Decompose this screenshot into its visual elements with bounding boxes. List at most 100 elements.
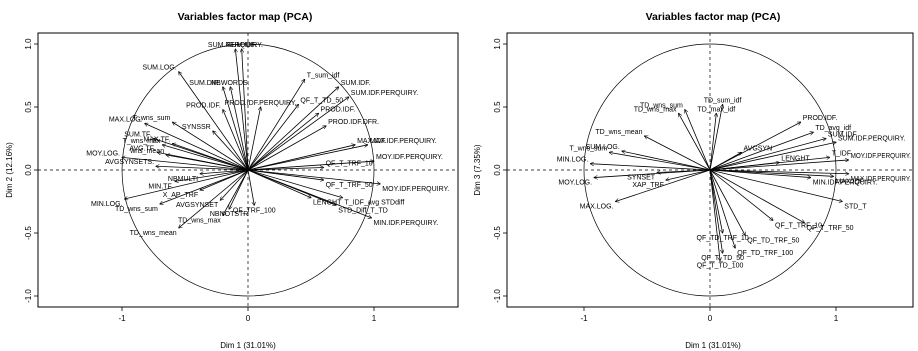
loading-arrow	[172, 122, 249, 171]
loading-arrow	[223, 169, 249, 215]
variable-label: NBNOTSTR	[210, 211, 249, 218]
variable-label: TD_avg_idf	[815, 125, 851, 132]
loading-arrow	[247, 167, 324, 171]
loading-arrow	[709, 169, 811, 178]
loading-arrow	[709, 169, 805, 223]
loading-arrow	[709, 113, 716, 171]
x-tick-label: -1	[118, 314, 126, 323]
variable-label: PROD.IDF.PERQUIRY.	[225, 100, 297, 107]
variable-label: MAX.LOG.	[580, 204, 614, 211]
chart-title: Variables factor map (PCA)	[178, 11, 313, 23]
variable-label: SYNSSR	[182, 124, 211, 131]
variable-label: MOY.IDF.PERQUIRY.	[382, 186, 449, 193]
loading-arrow	[247, 169, 371, 218]
loading-arrow	[247, 87, 339, 171]
loading-arrow	[247, 145, 355, 171]
variable-label: LENGHT	[781, 155, 810, 162]
variable-label: MIN.IDF.PERQUIRY.	[373, 220, 438, 227]
variable-label: SYNSET	[627, 175, 656, 182]
variable-label: SUM.IDF.	[341, 80, 371, 87]
variable-label: T_wns_sum	[569, 145, 607, 152]
y-axis-label: Dim 2 (12.16%)	[5, 142, 14, 198]
variable-label: T_IDF	[832, 150, 851, 157]
loading-arrow	[709, 122, 801, 171]
y-tick-label: -1.0	[24, 289, 33, 303]
variable-label: PROD.IDF.DFR.	[328, 119, 379, 126]
loading-arrow	[166, 155, 249, 171]
variable-label: MIN.LOG.	[91, 201, 123, 208]
variable-label: PROD.IDF.	[803, 115, 838, 122]
loading-arrow	[175, 169, 249, 181]
loading-arrow	[229, 169, 249, 209]
y-tick-label: -0.5	[24, 226, 33, 240]
variable-label: TD_wns_mean	[130, 230, 177, 237]
loading-arrow	[162, 145, 249, 171]
variable-label: wns_mean	[129, 148, 164, 155]
loading-arrow	[125, 169, 249, 199]
loading-arrow	[709, 169, 720, 261]
chart-title: Variables factor map (PCA)	[646, 11, 781, 23]
loading-arrow	[247, 126, 326, 171]
x-tick-label: 0	[246, 314, 251, 323]
loading-arrow	[709, 162, 779, 171]
loading-arrow	[709, 169, 849, 174]
variable-label: MAX.LOG.	[109, 116, 143, 123]
loading-arrow	[709, 169, 833, 176]
y-tick-label: 1.0	[493, 38, 502, 50]
variable-label: PROD.IDF.	[186, 103, 221, 110]
variable-label: QF_T_TRF_10	[775, 222, 822, 229]
y-tick-label: 1.0	[24, 38, 33, 50]
loading-arrow	[247, 169, 343, 198]
loading-arrow	[247, 97, 349, 171]
loading-arrow	[247, 169, 254, 205]
loading-arrow	[709, 169, 773, 220]
variable-label: MIN.IDF.PERQUIRY.	[813, 180, 878, 187]
pca-panel-dim1-dim2: Variables factor map (PCA) -1 0 1 -1.0 -0.5 0.…	[5, 11, 459, 350]
variable-label: MIN.TF.	[148, 183, 173, 190]
x-tick-label: 1	[834, 314, 839, 323]
loading-arrow	[145, 123, 249, 171]
variable-label: SUM.LOG.	[586, 144, 620, 151]
variable-label: MIN.LOG.	[557, 157, 589, 164]
y-axis-label: Dim 3 (7.35%)	[473, 144, 482, 195]
loading-arrow	[122, 157, 249, 171]
variable-label: AVGSYNSET	[176, 202, 219, 209]
variable-label: XAP_TRF	[632, 182, 664, 189]
variable-label: LENGHT	[313, 200, 342, 207]
x-axis-label: Dim 1 (31.01%)	[685, 341, 741, 350]
variable-label: STD_T	[844, 204, 867, 211]
variable-label: SUM.IDF.PERQUIRY.	[351, 90, 418, 97]
variable-label: TD_wns_mean	[595, 129, 642, 136]
loading-arrow	[709, 169, 723, 233]
loading-arrow	[230, 87, 249, 171]
variable-label: QF_T_TD_100	[697, 263, 744, 270]
loading-arrow	[709, 169, 735, 248]
variable-label: MAX.IDF.PERQUIRY.	[370, 138, 437, 145]
variable-label: QF_TD_TRF_100	[737, 250, 793, 257]
variable-label: T_wns_max	[123, 138, 161, 145]
y-tick-label: 0.0	[24, 164, 33, 176]
x-axis-label: Dim 1 (31.01%)	[220, 341, 276, 350]
loading-arrow	[709, 169, 745, 236]
loading-arrow	[154, 139, 249, 171]
loading-arrow	[247, 107, 261, 171]
y-tick-label: -0.5	[493, 226, 502, 240]
pca-panel-dim1-dim3: Variables factor map (PCA) -1 0 1 -1.0 -0.5 0.…	[473, 11, 914, 350]
loading-arrow	[609, 152, 711, 171]
loading-arrow	[179, 169, 249, 228]
variable-label: X_AP_TRF	[163, 192, 198, 199]
loading-arrow	[709, 152, 742, 171]
loading-arrow	[709, 169, 723, 253]
loading-arrow	[247, 113, 319, 171]
loading-arrow	[156, 166, 249, 171]
variable-label: SUM.IDF.	[227, 42, 257, 49]
y-tick-label: -1.0	[493, 289, 502, 303]
correlation-circle	[583, 43, 837, 297]
loading-arrow	[235, 49, 249, 171]
variable-label: NBWORDS.	[211, 80, 250, 87]
loading-arrow	[622, 151, 711, 171]
loading-arrow	[200, 169, 249, 190]
variable-label: MOY.IDF.PERQUIRY.	[851, 153, 911, 160]
variable-label: STD_Diff_T_TD	[338, 207, 388, 214]
